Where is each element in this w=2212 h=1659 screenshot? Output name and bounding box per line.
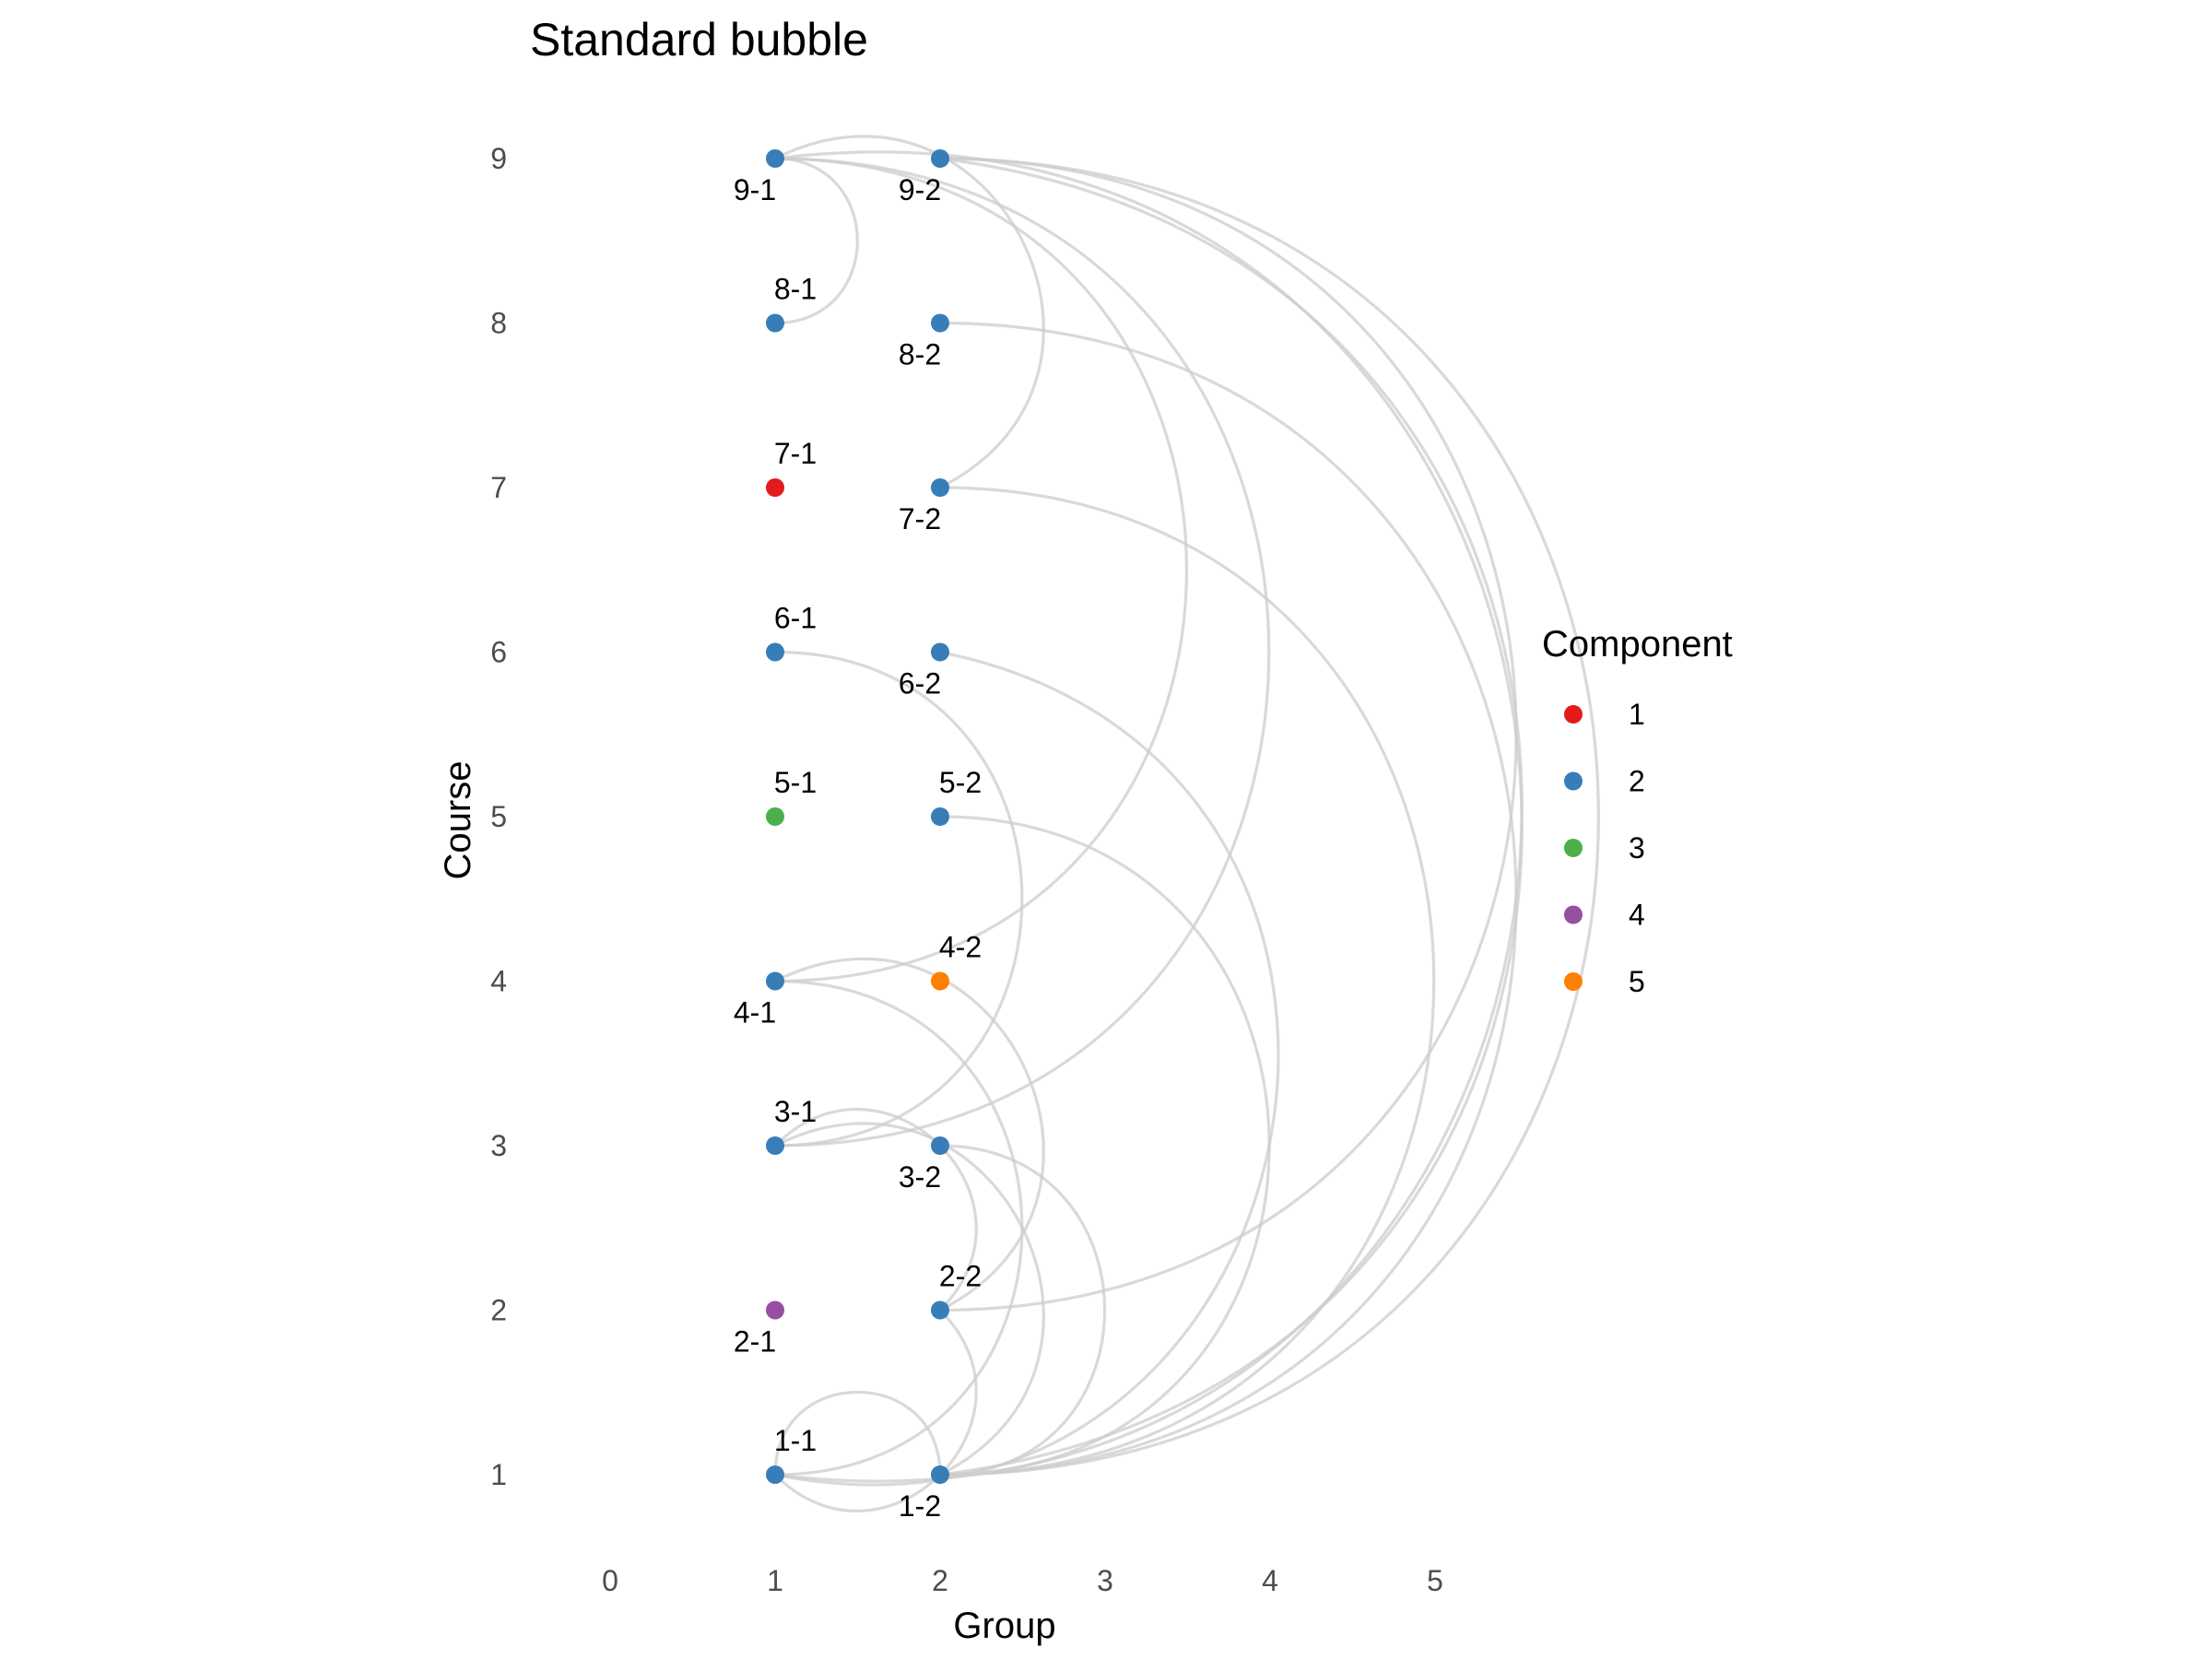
legend-label-4: 4 xyxy=(1629,899,1645,932)
y-tick-label: 6 xyxy=(490,636,507,669)
node-8-1 xyxy=(766,313,784,333)
edge-9-1-to-7-2 xyxy=(774,135,1045,489)
edge-9-2-to-1-2 xyxy=(939,157,1600,1477)
node-label-6-1: 6-1 xyxy=(774,602,817,635)
node-label-7-2: 7-2 xyxy=(899,502,941,535)
legend-key-2 xyxy=(1564,771,1583,791)
edge-3-2-to-1-2 xyxy=(939,1144,1106,1477)
node-6-1 xyxy=(766,642,784,662)
node-4-2 xyxy=(931,971,949,991)
node-label-8-1: 8-1 xyxy=(774,273,817,306)
edge-layer xyxy=(773,135,1600,1513)
x-tick-label: 5 xyxy=(1427,1564,1443,1597)
node-label-3-1: 3-1 xyxy=(774,1095,817,1128)
y-tick-label: 2 xyxy=(490,1294,507,1327)
edge-9-1-to-8-1 xyxy=(774,157,859,325)
x-tick-label: 2 xyxy=(932,1564,948,1597)
edge-9-1-to-3-1 xyxy=(774,157,1271,1147)
node-label-9-2: 9-2 xyxy=(899,173,941,206)
y-tick-label: 3 xyxy=(490,1129,507,1162)
node-5-1 xyxy=(766,807,784,826)
node-2-2 xyxy=(931,1300,949,1320)
edge-3-1-to-1-2 xyxy=(774,1122,1045,1477)
y-tick-label: 4 xyxy=(490,965,507,998)
y-tick-label: 1 xyxy=(490,1458,507,1491)
node-1-2 xyxy=(931,1465,949,1484)
legend-key-4 xyxy=(1564,905,1583,924)
legend-key-1 xyxy=(1564,705,1583,724)
x-tick-label: 1 xyxy=(767,1564,783,1597)
edge-7-2-to-1-2 xyxy=(939,486,1436,1477)
node-label-4-2: 4-2 xyxy=(939,931,982,964)
node-layer xyxy=(766,149,949,1484)
node-label-2-1: 2-1 xyxy=(734,1325,776,1359)
legend-label-5: 5 xyxy=(1629,965,1645,998)
node-3-2 xyxy=(931,1136,949,1155)
node-5-2 xyxy=(931,807,949,826)
legend-label-2: 2 xyxy=(1629,765,1645,798)
edge-9-2-to-2-2 xyxy=(939,157,1518,1312)
edge-5-2-to-1-2 xyxy=(939,815,1271,1477)
edge-6-1-to-3-1 xyxy=(774,650,1024,1147)
legend-title: Component xyxy=(1542,624,1733,665)
y-tick-label: 5 xyxy=(490,800,507,833)
node-label-6-2: 6-2 xyxy=(899,667,941,700)
edge-1-1-to-1-2 xyxy=(773,1391,942,1476)
legend-label-1: 1 xyxy=(1629,698,1645,731)
y-tick-label: 8 xyxy=(490,307,507,340)
edge-6-2-to-1-1 xyxy=(774,650,1280,1487)
x-axis-ticks: 0 1 2 3 4 5 xyxy=(602,1564,1443,1597)
node-2-1 xyxy=(766,1300,784,1320)
y-axis-ticks: 1 2 3 4 5 6 7 8 9 xyxy=(490,142,507,1491)
edge-9-1-to-4-1 xyxy=(774,157,1189,983)
legend: Component 1 2 3 4 5 xyxy=(1542,624,1733,998)
y-axis-title: Course xyxy=(438,761,478,880)
x-tick-label: 0 xyxy=(602,1564,618,1597)
node-8-2 xyxy=(931,313,949,333)
node-9-1 xyxy=(766,149,784,168)
y-tick-label: 7 xyxy=(490,471,507,504)
node-9-2 xyxy=(931,149,949,168)
node-3-1 xyxy=(766,1136,784,1155)
legend-key-3 xyxy=(1564,839,1583,857)
node-7-2 xyxy=(931,478,949,497)
node-4-1 xyxy=(766,971,784,991)
node-label-1-2: 1-2 xyxy=(899,1489,941,1523)
node-6-2 xyxy=(931,642,949,662)
chart-title: Standard bubble xyxy=(530,14,868,65)
edge-8-2-to-1-2 xyxy=(939,321,1518,1477)
y-tick-label: 9 xyxy=(490,142,507,175)
x-tick-label: 3 xyxy=(1097,1564,1113,1597)
node-label-3-2: 3-2 xyxy=(899,1160,941,1194)
node-label-8-2: 8-2 xyxy=(899,338,941,371)
legend-key-5 xyxy=(1564,972,1583,991)
legend-entries: 1 2 3 4 5 xyxy=(1564,698,1645,998)
edge-4-1-to-2-2 xyxy=(774,957,1045,1312)
x-axis-title: Group xyxy=(953,1606,1055,1646)
legend-label-3: 3 xyxy=(1629,831,1645,865)
node-label-1-1: 1-1 xyxy=(774,1424,817,1457)
node-label-5-2: 5-2 xyxy=(939,766,982,799)
node-label-5-1: 5-1 xyxy=(774,766,817,799)
node-1-1 xyxy=(766,1465,784,1484)
node-7-1 xyxy=(766,478,784,497)
node-label-4-1: 4-1 xyxy=(734,996,776,1030)
node-label-7-1: 7-1 xyxy=(774,437,817,470)
node-label-layer: 1-1 2-1 3-1 4-1 5-1 6-1 7-1 8-1 9-1 1-2 2-2 3-2 4-2 5… xyxy=(734,173,982,1523)
x-tick-label: 4 xyxy=(1262,1564,1278,1597)
node-label-9-1: 9-1 xyxy=(734,173,776,206)
node-label-2-2: 2-2 xyxy=(939,1260,982,1293)
